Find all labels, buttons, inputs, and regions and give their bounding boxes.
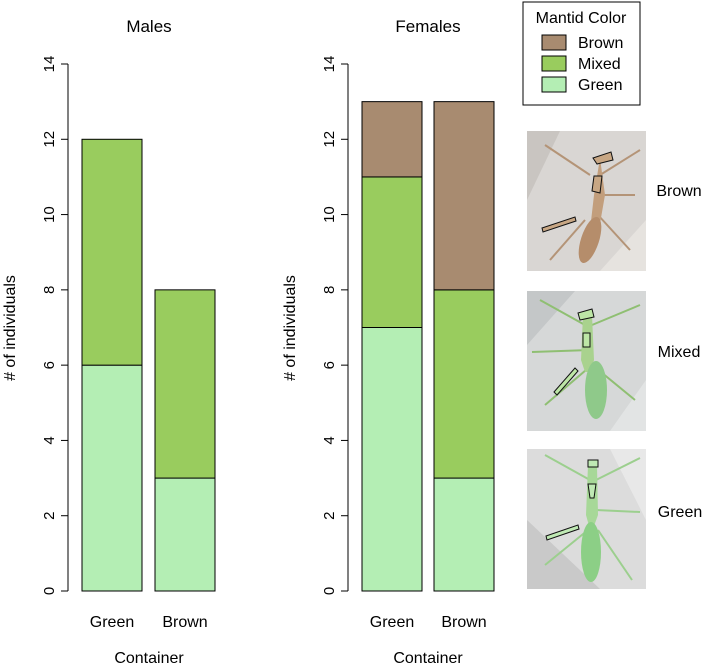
males-bar-green-green — [81, 364, 143, 592]
males-y-tick-label: 8 — [41, 286, 58, 294]
males-x-tick-labels: Green Brown — [90, 614, 208, 631]
males-bar-brown-green — [154, 477, 216, 592]
males-y-tick-label: 12 — [41, 131, 58, 148]
males-bar-green-mixed — [81, 138, 143, 366]
males-y-tick-label: 2 — [41, 512, 58, 520]
males-y-tick-label: 14 — [41, 56, 58, 73]
legend-title: Mantid Color — [536, 10, 627, 27]
females-bar-brown-brown — [433, 101, 495, 291]
legend-label-green: Green — [578, 77, 622, 94]
males-bars — [81, 138, 216, 592]
females-y-axis-label: # of individuals — [282, 275, 299, 381]
females-y-tick-label: 6 — [321, 361, 338, 369]
females-y-tick-label: 8 — [321, 286, 338, 294]
females-bar-green-brown — [361, 101, 423, 178]
legend-label-mixed: Mixed — [578, 56, 621, 73]
green-mantid-photo — [527, 449, 646, 589]
females-x-tick-label-green: Green — [370, 614, 414, 631]
males-x-axis-label: Container — [114, 650, 184, 667]
males-panel: Males Container # of individuals 0 2 4 6 8 10… — [2, 17, 216, 667]
mixed-mantid-photo — [527, 291, 646, 431]
mixed-photo-label: Mixed — [658, 344, 701, 361]
females-y-tick-label: 10 — [321, 206, 338, 223]
females-y-tick-label: 12 — [321, 131, 338, 148]
females-bar-green-mixed — [361, 176, 423, 328]
males-y-tick-label: 6 — [41, 361, 58, 369]
females-bar-brown-green — [433, 477, 495, 592]
males-bar-brown-mixed — [154, 289, 216, 479]
females-y-tick-label: 4 — [321, 436, 338, 444]
females-bars — [361, 101, 495, 592]
females-x-tick-labels: Green Brown — [370, 614, 487, 631]
mantid-photos: Brown Mixed — [527, 131, 702, 589]
legend-swatch-green — [541, 76, 567, 93]
females-panel: Females Container # of individuals 0 2 4 6 8… — [282, 17, 495, 667]
females-y-tick-label: 0 — [321, 587, 338, 595]
females-bar-green-green — [361, 327, 423, 592]
males-x-tick-label-brown: Brown — [162, 614, 207, 631]
males-y-tick-label: 4 — [41, 436, 58, 444]
legend-entries: Brown Mixed Green — [541, 34, 623, 94]
females-x-tick-label-brown: Brown — [441, 614, 486, 631]
legend-label-brown: Brown — [578, 35, 623, 52]
green-photo-label: Green — [658, 504, 702, 521]
females-y-tick-label: 14 — [321, 56, 338, 73]
brown-mantid-photo — [527, 131, 646, 271]
females-bar-brown-mixed — [433, 289, 495, 479]
males-y-tick-label: 0 — [41, 587, 58, 595]
brown-photo-label: Brown — [656, 183, 701, 200]
males-y-axis-label: # of individuals — [2, 275, 19, 381]
females-y-tick-label: 2 — [321, 512, 338, 520]
legend-swatch-mixed — [541, 55, 567, 72]
legend: Mantid Color Brown Mixed Green — [522, 1, 641, 106]
females-y-axis: 0 2 4 6 8 10 12 14 — [321, 56, 349, 595]
males-y-axis: 0 2 4 6 8 10 12 14 — [41, 56, 69, 595]
legend-swatch-brown — [541, 34, 567, 51]
males-y-tick-label: 10 — [41, 206, 58, 223]
males-title: Males — [126, 17, 171, 36]
females-title: Females — [395, 17, 460, 36]
males-x-tick-label-green: Green — [90, 614, 134, 631]
females-x-axis-label: Container — [393, 650, 463, 667]
